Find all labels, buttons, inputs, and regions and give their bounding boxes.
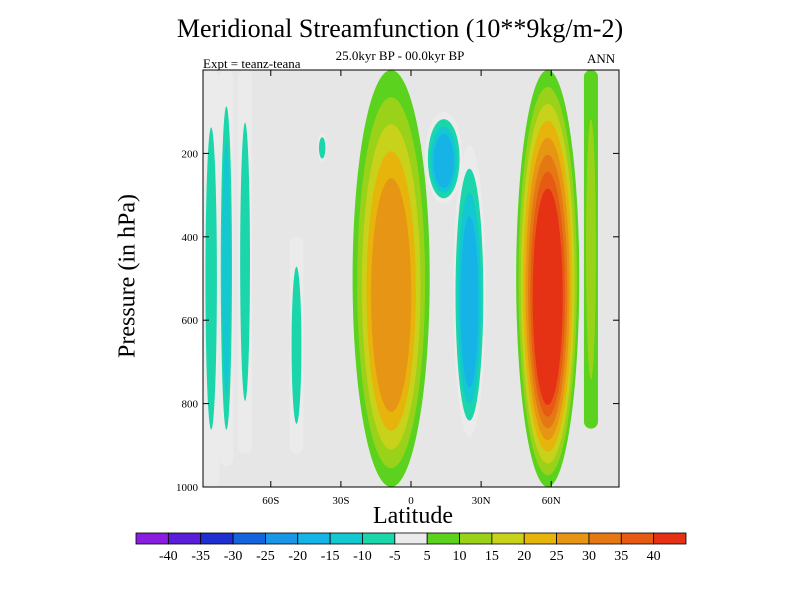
colorbar-label: 10 xyxy=(453,549,467,564)
contour-level-fill xyxy=(371,178,412,412)
contour-level-fill xyxy=(205,127,217,430)
colorbar-swatch xyxy=(653,532,687,545)
contour-region-9 xyxy=(583,70,598,429)
colorbar-label: 20 xyxy=(517,549,531,564)
contour-region-7 xyxy=(453,145,486,437)
contour-region-5 xyxy=(352,70,430,487)
colorbar-swatch xyxy=(588,532,622,545)
contour-region-6 xyxy=(425,111,463,204)
colorbar-label: 5 xyxy=(424,549,431,564)
x-tick-label: 60S xyxy=(262,495,279,507)
colorbar-swatch xyxy=(459,532,493,545)
colorbar-swatch xyxy=(394,532,428,545)
colorbar-swatch xyxy=(265,532,299,545)
season-label: ANN xyxy=(587,51,616,66)
colorbar-label: -40 xyxy=(159,549,178,564)
colorbar-swatch xyxy=(135,532,169,545)
x-tick-label: 30S xyxy=(332,495,349,507)
colorbar-swatch xyxy=(491,532,525,545)
colorbar-swatch xyxy=(620,532,655,545)
contour-level-fill xyxy=(240,122,250,401)
colorbar-swatch xyxy=(167,532,202,545)
colorbar-label: 30 xyxy=(582,549,596,564)
contour-level-fill xyxy=(460,216,479,388)
chart-title: Meridional Streamfunction (10**9kg/m-2) xyxy=(176,14,624,43)
colorbar-label: -25 xyxy=(256,549,275,564)
contour-region-1 xyxy=(219,70,234,467)
y-tick-label: 600 xyxy=(182,315,199,327)
x-axis-label: Latitude xyxy=(373,503,453,529)
y-tick-label: 800 xyxy=(182,399,199,411)
colorbar-swatch xyxy=(556,532,590,545)
contour-level-fill xyxy=(291,266,302,424)
colorbar-swatch xyxy=(232,532,266,545)
colorbar-label: -30 xyxy=(224,549,243,564)
colorbar-label: -10 xyxy=(353,549,372,564)
colorbar-swatch xyxy=(426,532,460,545)
contour-region-3 xyxy=(289,236,304,454)
colorbar-label: -20 xyxy=(288,549,307,564)
colorbar-label: -5 xyxy=(389,549,401,564)
contour-level-fill xyxy=(318,137,326,159)
x-tick-label: 60N xyxy=(542,495,561,507)
x-tick-label: 0 xyxy=(408,495,414,507)
contour-region-2 xyxy=(238,70,253,454)
contour-level-fill xyxy=(532,188,563,405)
colorbar-swatch xyxy=(200,532,234,545)
contour-region-0 xyxy=(203,70,220,487)
chart-subtitle: 25.0kyr BP - 00.0kyr BP xyxy=(335,48,465,63)
y-tick-label: 200 xyxy=(182,148,199,160)
colorbar-label: -15 xyxy=(321,549,340,564)
colorbar-swatch xyxy=(523,532,557,545)
y-tick-label: 400 xyxy=(182,232,199,244)
experiment-label: Expt = teanz-teana xyxy=(203,56,301,71)
contour-level-fill xyxy=(222,142,231,394)
colorbar-label: 15 xyxy=(485,549,499,564)
colorbar-swatch xyxy=(362,532,396,545)
contour-level-fill xyxy=(433,134,455,188)
contour-region-8 xyxy=(516,70,580,487)
colorbar-swatch xyxy=(297,532,331,545)
y-tick-label: 1000 xyxy=(176,482,199,494)
contour-level-fill xyxy=(586,119,596,380)
colorbar-label: 40 xyxy=(647,549,661,564)
colorbar-label: 35 xyxy=(614,549,628,564)
colorbar-label: 25 xyxy=(550,549,564,564)
colorbar-label: -35 xyxy=(191,549,210,564)
contour-region-4 xyxy=(317,132,327,162)
x-tick-label: 30N xyxy=(472,495,491,507)
colorbar-swatch xyxy=(329,532,363,545)
